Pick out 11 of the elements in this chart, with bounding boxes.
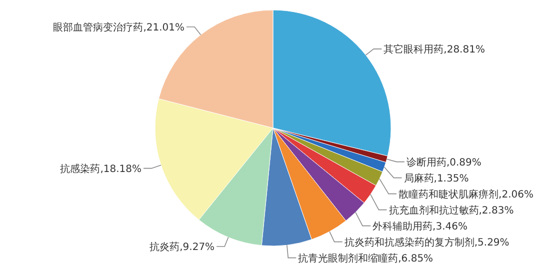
slice-label: 外科辅助用药,3.46% (372, 220, 468, 232)
slice-label: 诊断用药,0.89% (406, 156, 482, 168)
slice-label: 抗青光眼制剂和缩瞳药,6.85% (298, 252, 434, 264)
slice-label: 抗炎药和抗感染药的复方制剂,5.29% (344, 236, 510, 248)
slice-label: 散瞳药和睫状肌麻痹剂,2.06% (398, 188, 534, 200)
slice-label: 抗充血剂和抗过敏药,2.83% (388, 204, 514, 216)
slice-label: 眼部血管病变治疗药,21.01% (53, 21, 185, 34)
slice-label: 抗炎药,9.27% (150, 240, 215, 253)
slice-label: 局麻药,1.35% (404, 172, 469, 184)
slice-label: 抗感染药,18.18% (60, 162, 142, 175)
slice-label: 其它眼科用药,28.81% (384, 43, 485, 56)
